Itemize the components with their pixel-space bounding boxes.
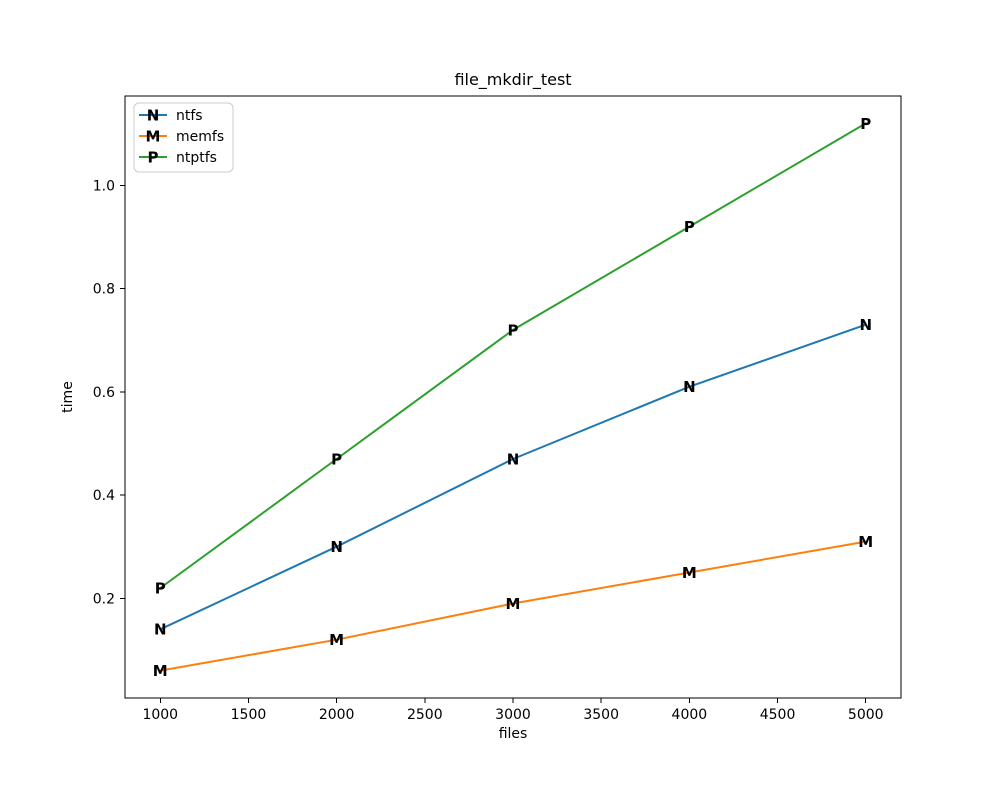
data-point-marker-memfs-1000: M (153, 662, 168, 680)
x-tick-label: 1000 (142, 707, 178, 723)
data-point-marker-ntptfs-5000: P (860, 115, 871, 133)
data-point-marker-ntptfs-1000: P (155, 579, 166, 597)
series-line-ntfs (159, 323, 867, 631)
legend-label-ntptfs: ntptfs (176, 150, 217, 166)
y-tick-label: 0.8 (93, 282, 115, 298)
x-axis-label: files (499, 726, 528, 742)
y-tick-label: 0.2 (93, 591, 115, 607)
legend-marker-memfs: M (146, 127, 161, 145)
chart-title: file_mkdir_test (454, 70, 571, 90)
y-tick-label: 0.6 (93, 385, 115, 401)
x-tick-label: 2500 (407, 707, 443, 723)
x-tick-label: 5000 (848, 707, 884, 723)
legend-label-ntfs: ntfs (176, 108, 203, 124)
x-tick-label: 1500 (231, 707, 267, 723)
y-tick-label: 1.0 (93, 178, 115, 194)
y-tick-label: 0.4 (93, 488, 115, 504)
data-point-marker-ntfs-1000: N (154, 621, 167, 639)
x-tick-label: 4000 (672, 707, 708, 723)
data-point-marker-memfs-3000: M (506, 595, 521, 613)
data-point-marker-memfs-4000: M (682, 564, 697, 582)
data-point-marker-ntfs-3000: N (507, 450, 520, 468)
legend-label-memfs: memfs (176, 129, 224, 145)
data-point-marker-ntfs-4000: N (683, 378, 696, 396)
data-point-marker-ntfs-5000: N (859, 316, 872, 334)
data-point-marker-ntptfs-4000: P (684, 218, 695, 236)
series-line-memfs (159, 540, 867, 672)
data-point-marker-ntfs-2000: N (330, 538, 343, 556)
series-line-ntptfs (159, 122, 867, 589)
x-tick-label: 3500 (583, 707, 619, 723)
plot-area: 1000 1500 2000 2500 3000 3500 4000 4500 5000 0.2 0… (93, 95, 902, 723)
x-tick-label: 4500 (760, 707, 796, 723)
y-axis-label: time (60, 381, 76, 413)
legend-marker-ntfs: N (147, 106, 160, 124)
x-tick-label: 3000 (495, 707, 531, 723)
legend-box (133, 102, 234, 173)
legend-marker-ntptfs: P (148, 148, 159, 166)
x-tick-label: 2000 (319, 707, 355, 723)
data-point-marker-memfs-5000: M (858, 533, 873, 551)
data-point-marker-ntptfs-2000: P (331, 450, 342, 468)
data-point-marker-memfs-2000: M (329, 631, 344, 649)
data-point-marker-ntptfs-3000: P (508, 321, 519, 339)
